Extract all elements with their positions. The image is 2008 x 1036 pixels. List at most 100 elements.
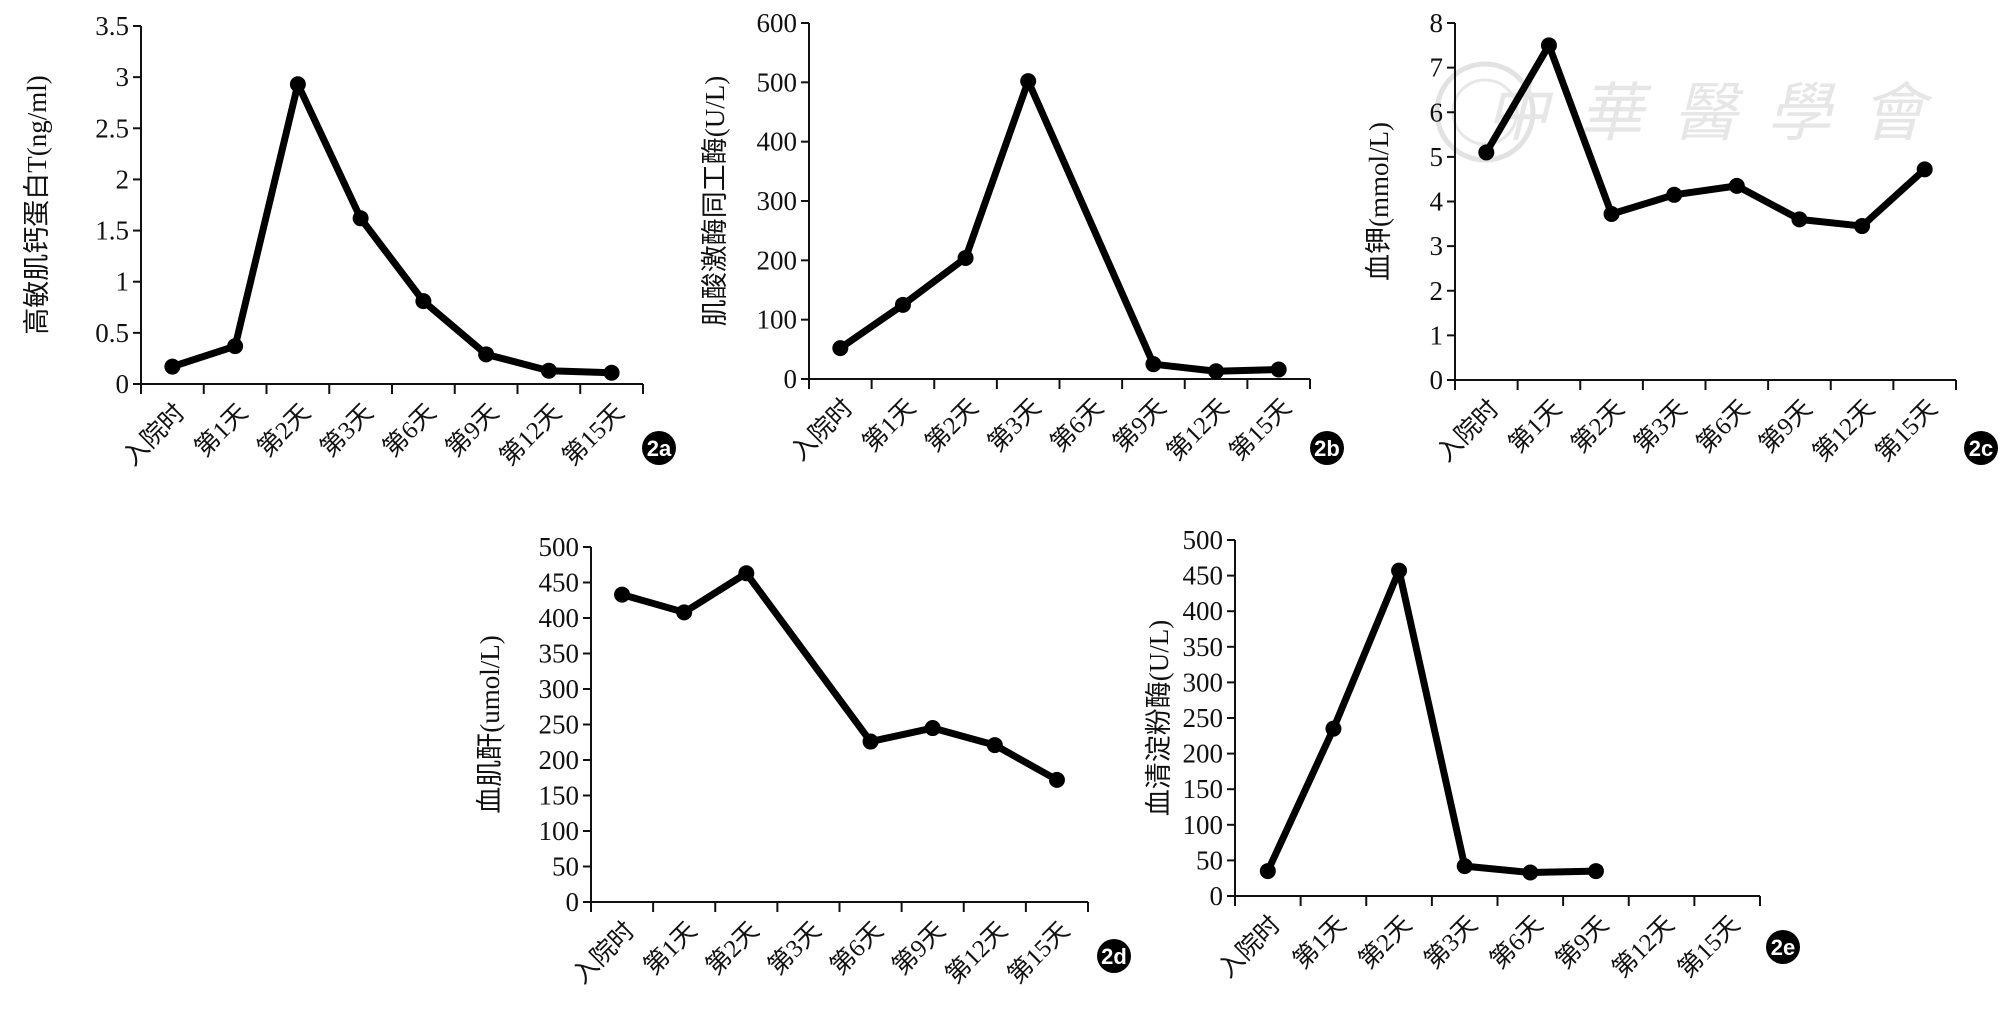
series-line [1483, 41, 1928, 230]
x-tick-label: 第15天 [1870, 394, 1943, 467]
x-tick-label: 第1天 [638, 916, 702, 980]
x-tick-label: 第12天 [1161, 393, 1234, 466]
x-tick-label: 第15天 [1224, 393, 1297, 466]
x-tick-label: 第3天 [1628, 394, 1692, 458]
data-point-第6天 [1728, 177, 1745, 194]
data-point-第1天 [1540, 37, 1557, 54]
y-tick-label: 200 [539, 745, 580, 775]
data-point-第2天 [738, 565, 755, 582]
y-tick-label: 1 [116, 267, 130, 297]
y-tick-label: 100 [757, 305, 798, 335]
data-point-第1天 [676, 604, 693, 621]
data-point-第15天 [1916, 161, 1933, 178]
data-point-第3天 [1456, 858, 1473, 875]
series-line [1264, 567, 1597, 877]
x-tick-label: 第9天 [1550, 910, 1614, 974]
x-tick-label: 第12天 [1807, 394, 1880, 467]
panel-badge-label: 2c [1969, 436, 1993, 461]
series-line [838, 77, 1279, 375]
data-point-入院时 [164, 358, 181, 375]
x-tick-label: 入院时 [786, 393, 859, 466]
panel-badge-icon [1310, 431, 1344, 465]
y-tick-label: 400 [539, 603, 580, 633]
x-tick-label: 第6天 [1691, 394, 1755, 458]
data-point-入院时 [614, 586, 631, 603]
y-tick-label: 2 [1430, 276, 1444, 306]
x-tick-label: 第2天 [1566, 394, 1630, 458]
y-tick-label: 50 [552, 852, 579, 882]
y-tick-label: 250 [539, 710, 580, 740]
y-tick-label: 0.5 [95, 318, 129, 348]
chart-2d: 050100150200250300350400450500入院时第1天第2天第… [475, 532, 1131, 989]
y-tick-label: 4 [1430, 187, 1444, 217]
y-tick-label: 200 [1183, 739, 1224, 769]
x-tick-label: 第2天 [252, 398, 316, 462]
data-point-第6天 [415, 293, 432, 310]
data-point-第2天 [289, 76, 306, 93]
data-point-入院时 [1259, 863, 1276, 880]
y-axis-label: 肌酸激酶同工酶(U/L) [700, 76, 730, 326]
panel-badge-icon [1097, 939, 1131, 973]
panel-badge-label: 2a [647, 436, 672, 461]
x-tick-label: 第1天 [1288, 910, 1352, 974]
y-tick-label: 350 [1183, 632, 1224, 662]
data-point-第9天 [478, 346, 495, 363]
y-tick-label: 50 [1196, 845, 1223, 875]
data-point-第9天 [924, 720, 941, 737]
y-tick-label: 450 [1183, 561, 1224, 591]
data-point-第1天 [227, 338, 244, 355]
panel-badge-label: 2d [1101, 944, 1127, 969]
y-tick-label: 400 [1183, 596, 1224, 626]
x-tick-label: 第15天 [1002, 916, 1075, 989]
data-point-第6天 [1522, 864, 1539, 881]
data-point-第12天 [1208, 363, 1225, 380]
y-tick-label: 500 [757, 67, 798, 97]
x-tick-label: 第6天 [1485, 910, 1549, 974]
y-tick-label: 1.5 [95, 216, 129, 246]
x-tick-label: 第1天 [189, 398, 253, 462]
data-point-第12天 [1854, 218, 1871, 235]
data-point-第2天 [1603, 205, 1620, 222]
y-axis-label: 血钾(mmol/L) [1364, 122, 1394, 281]
data-point-入院时 [1478, 144, 1495, 161]
x-tick-label: 入院时 [1213, 910, 1286, 983]
y-tick-label: 0 [116, 369, 130, 399]
x-tick-label: 入院时 [118, 398, 191, 471]
series-line [171, 80, 612, 377]
y-tick-label: 3 [1430, 231, 1444, 261]
y-tick-label: 150 [1183, 774, 1224, 804]
x-tick-label: 第2天 [920, 393, 984, 457]
panel-badge-icon [1766, 930, 1800, 964]
x-tick-label: 第2天 [701, 916, 765, 980]
y-tick-label: 7 [1430, 53, 1444, 83]
data-point-入院时 [832, 340, 849, 357]
y-tick-label: 0 [1210, 881, 1224, 911]
x-tick-label: 第15天 [1673, 910, 1746, 983]
y-tick-label: 600 [757, 8, 798, 38]
y-tick-label: 150 [539, 781, 580, 811]
x-tick-label: 第6天 [378, 398, 442, 462]
x-tick-label: 第12天 [1607, 910, 1680, 983]
data-point-第3天 [1666, 186, 1683, 203]
x-tick-label: 第3天 [1419, 910, 1483, 974]
panel-badge-label: 2e [1771, 935, 1795, 960]
data-point-第2天 [957, 249, 974, 266]
x-tick-label: 第12天 [494, 398, 567, 471]
y-tick-label: 300 [757, 186, 798, 216]
y-tick-label: 250 [1183, 703, 1224, 733]
y-tick-label: 100 [1183, 810, 1224, 840]
y-tick-label: 350 [539, 639, 580, 669]
y-tick-label: 500 [539, 532, 580, 562]
x-tick-label: 第3天 [982, 393, 1046, 457]
panel-badge-icon [1964, 431, 1998, 465]
data-point-第15天 [603, 364, 620, 381]
y-tick-label: 2.5 [95, 113, 129, 143]
y-tick-label: 500 [1183, 525, 1224, 555]
y-tick-label: 0 [784, 364, 798, 394]
y-tick-label: 450 [539, 568, 580, 598]
y-tick-label: 2 [116, 164, 130, 194]
data-point-第3天 [352, 210, 369, 227]
